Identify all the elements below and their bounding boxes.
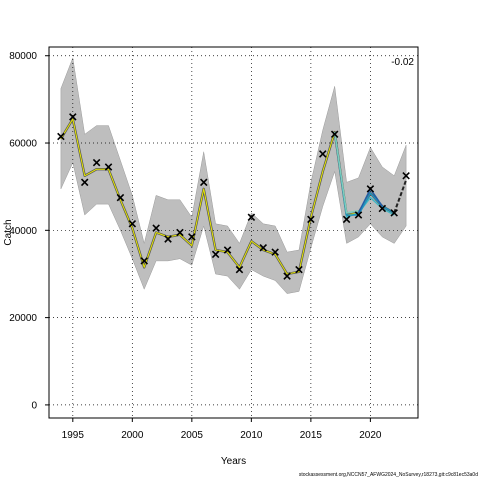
observation-point-1994 [57, 132, 65, 141]
observation-point-1997 [92, 158, 101, 167]
observation-point-1998 [104, 163, 113, 171]
observation-cross-b [140, 257, 148, 265]
x-tick-label-2020: 2020 [359, 430, 382, 441]
observation-cross-b [235, 265, 244, 274]
y-tick-label-40000: 40000 [9, 226, 37, 237]
observation-point-2000 [128, 220, 137, 228]
observation-point-2014 [295, 265, 303, 274]
observation-cross-b [188, 233, 196, 241]
observation-point-2008 [223, 246, 232, 254]
observation-point-2022 [390, 209, 398, 217]
observation-points-layer [57, 113, 410, 280]
x-axis-title: Years [221, 456, 246, 467]
observation-point-2015 [307, 215, 315, 224]
retro-peel-2 [333, 131, 359, 214]
x-tick-label-2015: 2015 [300, 430, 323, 441]
grid-layer [49, 47, 418, 418]
observation-point-2010 [247, 213, 256, 221]
y-tick-label-20000: 20000 [9, 313, 37, 324]
observation-point-2021 [378, 204, 387, 213]
observation-cross-b [342, 215, 351, 224]
observation-cross-b [295, 265, 303, 274]
observation-point-2017 [330, 130, 339, 139]
observation-cross-b [330, 130, 339, 139]
observation-cross-b [247, 213, 256, 221]
observation-point-2020 [366, 185, 375, 193]
observation-point-1999 [116, 193, 125, 202]
observation-cross-b [259, 244, 268, 252]
observation-cross-b [223, 246, 232, 254]
observation-point-2001 [140, 257, 148, 265]
observation-cross-b [104, 163, 113, 171]
observation-cross-b [80, 178, 89, 187]
observation-cross-b [69, 113, 77, 121]
observation-cross-b [390, 209, 398, 217]
observation-cross-b [283, 272, 291, 280]
observation-point-2011 [259, 244, 268, 252]
observation-point-2023 [402, 171, 410, 180]
observation-point-1996 [80, 178, 89, 187]
observation-point-2002 [152, 224, 160, 232]
observation-cross-b [128, 220, 137, 228]
x-tick-label-2000: 2000 [121, 430, 144, 441]
observation-point-2019 [354, 211, 363, 219]
confidence-band [60, 56, 407, 294]
x-tick-label-2010: 2010 [240, 430, 263, 441]
corner-label: -0.02 [391, 57, 414, 68]
observation-cross-b [354, 211, 363, 219]
observation-cross-b [199, 178, 208, 187]
observation-point-2018 [342, 215, 351, 224]
confidence-band-layer [60, 56, 407, 294]
observation-point-2004 [176, 228, 184, 237]
observation-cross-b [271, 248, 279, 256]
observation-point-2005 [188, 233, 196, 241]
observation-cross-b [402, 171, 410, 180]
observation-cross-b [378, 204, 387, 213]
x-tick-label-1995: 1995 [62, 430, 85, 441]
axes-layer: 1995 2000 2005 2010 2015 2020 0 20000 40000 60000… [9, 51, 382, 441]
observation-point-2003 [164, 235, 172, 243]
observation-point-2006 [199, 178, 208, 187]
observation-point-2007 [211, 250, 220, 259]
observation-cross-b [164, 235, 172, 243]
observation-point-2009 [235, 265, 244, 274]
observation-cross-b [57, 132, 65, 141]
observation-point-2013 [283, 272, 291, 280]
observation-point-2012 [271, 248, 279, 256]
y-axis-title: Catch [3, 219, 14, 245]
observation-cross-b [152, 224, 160, 232]
observation-cross-b [116, 193, 125, 202]
observation-cross-b [366, 185, 375, 193]
observation-cross-b [92, 158, 101, 167]
observation-cross-b [211, 250, 220, 259]
observation-cross-b [176, 228, 184, 237]
x-tick-label-2005: 2005 [181, 430, 204, 441]
observation-cross-b [307, 215, 315, 224]
y-tick-label-60000: 60000 [9, 139, 37, 150]
observation-point-2016 [319, 150, 327, 158]
observation-cross-b [319, 150, 327, 158]
y-tick-label-0: 0 [31, 400, 37, 411]
observation-point-1995 [69, 113, 77, 121]
footer-source-text: stockassessment.org,NCCN57_AFWG2024_NoSu… [298, 472, 478, 478]
y-tick-label-80000: 80000 [9, 51, 37, 62]
plot-frame [48, 46, 419, 419]
